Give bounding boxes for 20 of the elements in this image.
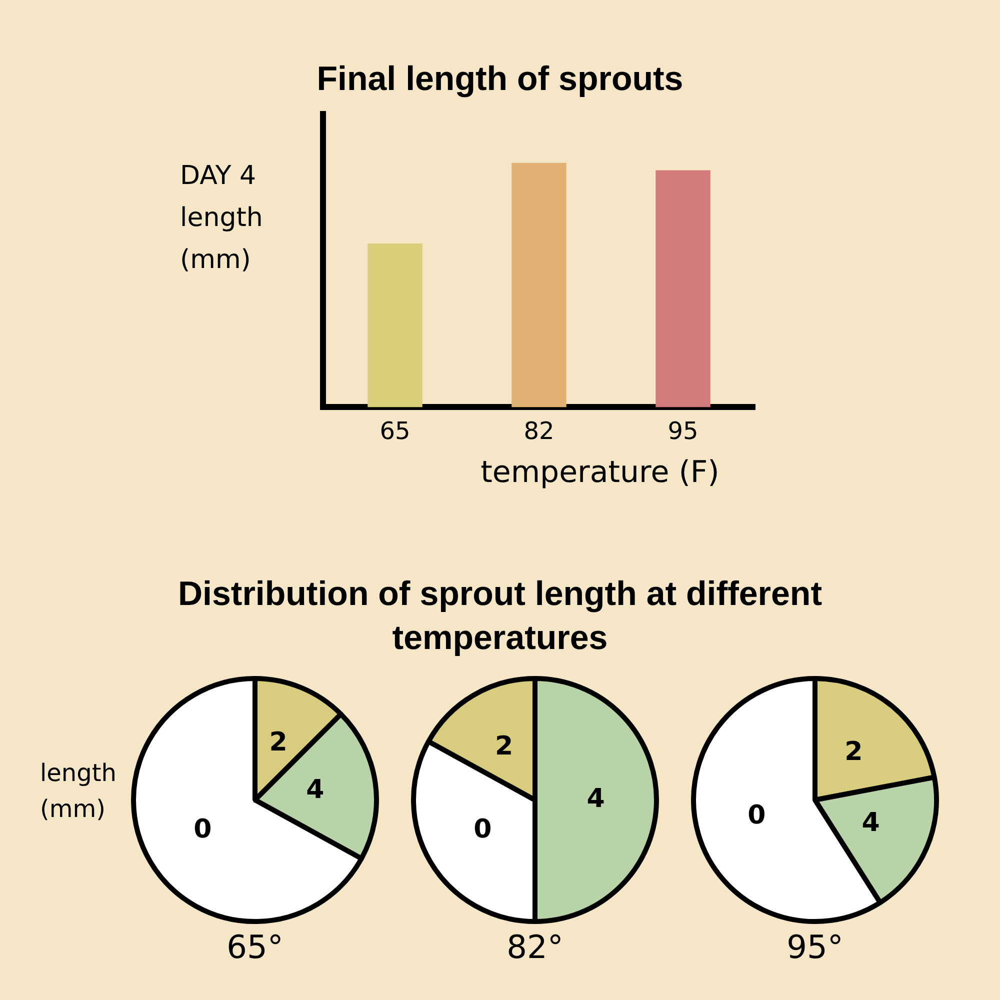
x-tick-label: 65 <box>380 416 410 445</box>
text: 65° <box>226 928 284 966</box>
slice-label: 2 <box>495 731 514 762</box>
y-axis-title: DAY 4 length (mm) <box>180 160 264 277</box>
x-tick-label: 82 <box>524 416 554 445</box>
x-axis-title: temperature (F) <box>480 455 720 490</box>
slice-label: 4 <box>306 775 324 806</box>
slice-label: 2 <box>844 736 863 767</box>
slice-label: 0 <box>194 814 212 845</box>
slice-label: 4 <box>586 784 605 814</box>
x-tick-label: 95 <box>668 416 698 445</box>
chart-title: Final length of sprouts <box>316 60 684 99</box>
text: 82° <box>506 928 564 966</box>
text: Distribution of sprout length at different temperatures <box>176 574 824 659</box>
slice-label: 2 <box>269 728 288 758</box>
slice-label: 0 <box>748 800 766 831</box>
text: length (mm) <box>40 758 118 825</box>
text: 95° <box>786 928 844 966</box>
slice-label: 4 <box>862 808 880 838</box>
slice-label: 0 <box>474 814 492 845</box>
